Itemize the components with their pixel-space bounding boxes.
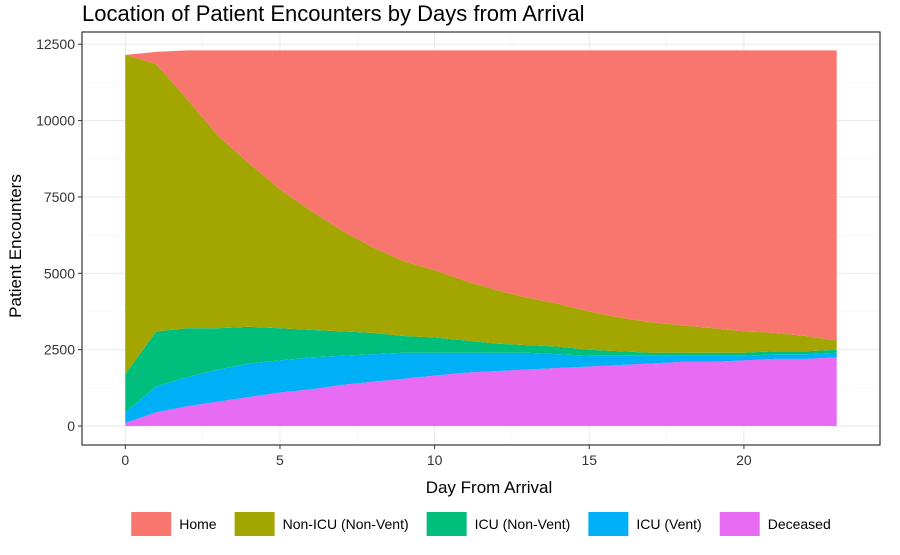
x-tick-label: 5 — [276, 452, 284, 468]
chart-title: Location of Patient Encounters by Days f… — [82, 1, 585, 26]
legend-key-deceased — [719, 512, 760, 536]
legend-key-home — [131, 512, 172, 536]
area-deceased — [125, 357, 837, 427]
x-tick-label: 15 — [581, 452, 597, 468]
legend-key-icu-vent — [588, 512, 629, 536]
x-axis-title: Day From Arrival — [426, 478, 553, 497]
area-non-icu-non-vent — [125, 54, 837, 375]
legend-label-home: Home — [179, 516, 217, 532]
y-tick-label: 12500 — [36, 36, 75, 52]
x-tick-label: 0 — [121, 452, 129, 468]
legend-label-deceased: Deceased — [768, 516, 831, 532]
area-home — [125, 50, 837, 341]
y-axis-title: Patient Encounters — [6, 174, 25, 318]
y-tick-label: 0 — [67, 418, 75, 434]
legend-label-icu-non-vent: ICU (Non-Vent) — [475, 516, 571, 532]
y-tick-label: 5000 — [44, 265, 75, 281]
area-series — [125, 50, 837, 427]
legend-key-non-icu-non-vent — [234, 512, 275, 536]
y-tick-label: 7500 — [44, 189, 75, 205]
area-icu-vent — [125, 352, 837, 424]
area-icu-non-vent — [125, 326, 837, 413]
y-tick-label: 10000 — [36, 113, 75, 129]
y-tick-label: 2500 — [44, 342, 75, 358]
legend-key-icu-non-vent — [426, 512, 467, 536]
plot-panel-border — [81, 31, 881, 446]
legend-label-non-icu-non-vent: Non-ICU (Non-Vent) — [283, 516, 409, 532]
axes: 0 5 10 15 20 0 2500 5000 7500 10000 12500 — [36, 36, 752, 468]
x-tick-label: 10 — [427, 452, 443, 468]
legend-label-icu-vent: ICU (Vent) — [636, 516, 701, 532]
x-tick-label: 20 — [736, 452, 752, 468]
legend: Home Non-ICU (Non-Vent) ICU (Non-Vent) ICU … — [131, 512, 831, 536]
